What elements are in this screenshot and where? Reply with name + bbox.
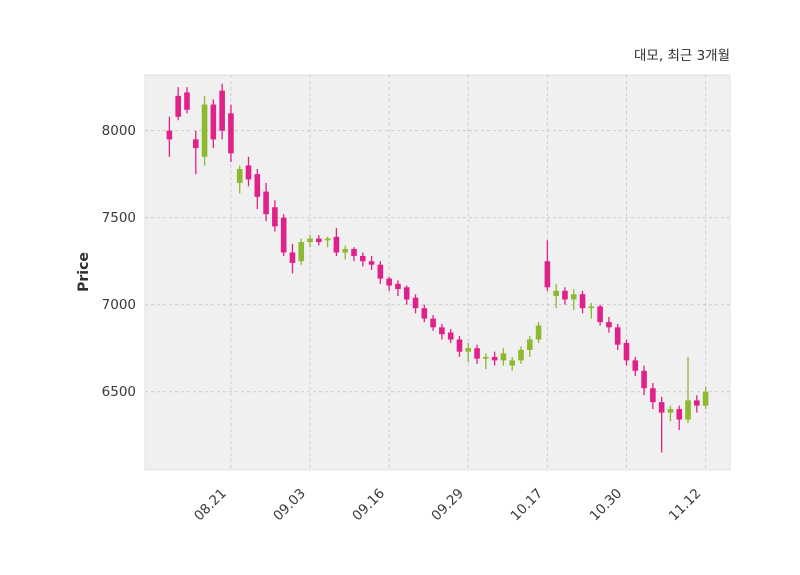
candle-body-up <box>518 349 524 361</box>
candle-body-down <box>184 92 190 110</box>
candle-body-down <box>430 318 436 328</box>
candle-body-down <box>386 278 392 286</box>
candle-body-down <box>333 236 340 253</box>
candle-body-down <box>280 217 287 253</box>
candle-body-down <box>289 252 296 263</box>
candle-body-up <box>588 306 595 309</box>
x-tick-label: 10.17 <box>508 486 547 525</box>
candle-body-up <box>570 294 577 300</box>
candle-body-up <box>553 290 559 296</box>
candle-body-down <box>228 113 234 154</box>
candle-body-down <box>254 174 261 197</box>
y-tick-label: 7500 <box>102 210 136 226</box>
candle-body-down <box>395 283 401 290</box>
chart-title: 대모, 최근 3개월 <box>634 48 730 64</box>
candle-body-down <box>316 238 322 243</box>
candle-body-down <box>597 306 603 323</box>
candle-body-down <box>166 130 173 140</box>
candle-body-down <box>579 294 586 309</box>
candle-body-down <box>650 388 656 403</box>
candle-body-up <box>465 348 472 352</box>
candle-body-down <box>447 332 454 340</box>
candle-body-down <box>606 322 612 328</box>
candle-body-down <box>544 261 551 288</box>
candle-body-down <box>632 360 639 371</box>
candle-body-down <box>403 287 410 300</box>
x-tick-label: 09.16 <box>349 486 388 525</box>
candle-body-down <box>474 348 480 359</box>
x-tick-label: 11.12 <box>666 486 705 525</box>
y-tick-label: 6500 <box>102 384 136 400</box>
candle-body-up <box>298 242 305 262</box>
candle-body-down <box>658 402 665 413</box>
candle-body-up <box>342 249 349 253</box>
candle-body-down <box>210 104 217 140</box>
candle-body-down <box>421 308 428 319</box>
candle-body-down <box>359 255 366 262</box>
candle-body-up <box>702 391 709 406</box>
candle-body-up <box>509 360 516 366</box>
candle-body-up <box>500 353 507 361</box>
x-tick-label: 08.21 <box>191 486 230 525</box>
candle-body-down <box>562 290 568 300</box>
candle-body-down <box>614 327 621 345</box>
candle-body-down <box>219 90 225 131</box>
candle-body-down <box>263 191 269 215</box>
candle-body-down <box>272 207 278 227</box>
candle-body-down <box>676 409 683 420</box>
x-tick-label: 09.29 <box>428 486 467 525</box>
x-tick-label: 09.03 <box>270 486 309 525</box>
candle-body-up <box>201 104 208 157</box>
candle-body-down <box>192 139 199 149</box>
candle-body-down <box>456 339 463 352</box>
candle-body-up <box>526 339 533 350</box>
candle-body-down <box>439 327 445 335</box>
x-tick-label: 10.30 <box>587 486 626 525</box>
candle-body-down <box>694 400 700 406</box>
candle-body-down <box>351 249 357 256</box>
candle-body-down <box>623 342 630 361</box>
candle-body-down <box>175 95 181 117</box>
candle-body-down <box>412 297 419 309</box>
candle-body-down <box>491 356 498 361</box>
y-tick-label: 7000 <box>102 297 136 313</box>
y-axis-label: Price <box>76 252 92 292</box>
plot-area <box>144 74 731 471</box>
candle-body-up <box>307 238 313 243</box>
y-tick-label: 8000 <box>102 123 136 139</box>
candle-body-down <box>641 370 647 389</box>
candle-body-up <box>324 238 331 241</box>
candle-body-up <box>535 325 542 340</box>
candle-body-down <box>245 165 252 180</box>
candle-body-up <box>667 409 674 413</box>
candle-body-down <box>368 261 375 265</box>
candle-body-up <box>236 168 243 183</box>
candle-body-up <box>685 400 691 420</box>
candle-body-up <box>483 356 489 359</box>
candle-body-down <box>377 264 384 279</box>
